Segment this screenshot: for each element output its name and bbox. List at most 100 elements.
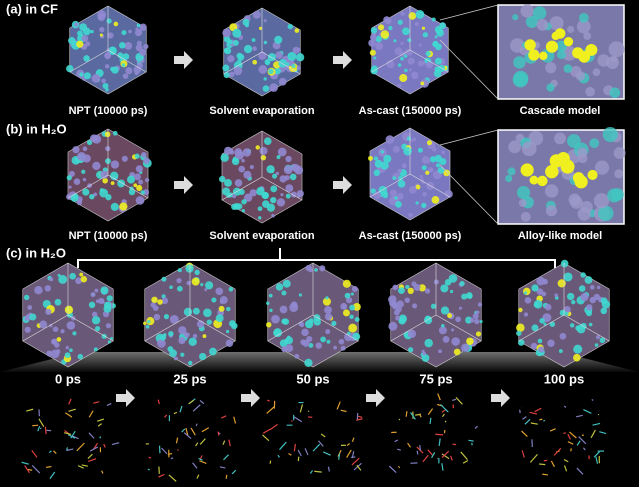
chain-bond <box>563 459 569 463</box>
molecule-blob <box>141 151 147 158</box>
molecule-blob <box>261 191 269 199</box>
molecule-blob <box>443 169 450 177</box>
molecule-blob <box>133 183 138 188</box>
cube-edge <box>369 173 411 198</box>
molecule-blob <box>475 331 482 337</box>
molecule-blob <box>258 216 262 220</box>
zoom-blob <box>532 6 547 20</box>
arrow <box>333 176 352 194</box>
chain-bond <box>53 450 57 455</box>
molecule-blob <box>259 146 268 155</box>
chain-bond <box>398 418 401 421</box>
molecule-blob <box>109 171 119 181</box>
molecule-blob <box>370 65 378 73</box>
molecule-blob <box>104 64 110 69</box>
molecule-blob <box>271 314 280 324</box>
chain-bond <box>269 460 272 464</box>
chain-bond <box>164 414 168 418</box>
molecule-blob <box>296 65 301 71</box>
chain-bond <box>97 423 102 427</box>
molecule-blob <box>430 303 437 309</box>
molecule-blob <box>388 321 398 331</box>
molecule-blob <box>238 188 245 196</box>
caption: NPT (10000 ps) <box>69 230 148 242</box>
molecule-blob <box>291 63 296 69</box>
chain-bond <box>539 463 546 466</box>
molecule-blob <box>173 356 178 361</box>
zoom-blob <box>536 18 549 31</box>
molecule-blob <box>143 321 147 326</box>
molecule-blob <box>243 170 252 179</box>
chain-bond <box>231 469 237 475</box>
chain-bond <box>394 439 399 443</box>
molecule-blob <box>419 174 423 179</box>
molecule-blob <box>101 78 106 84</box>
bracket <box>77 248 556 268</box>
chain-bond <box>76 442 85 452</box>
molecule-blob <box>421 155 430 164</box>
molecule-blob <box>236 52 243 60</box>
molecule-blob <box>351 286 358 292</box>
chain-bond <box>416 450 419 455</box>
molecule-blob <box>226 306 231 312</box>
molecule-blob <box>161 276 167 282</box>
chain-bond <box>198 457 203 461</box>
molecule-blob <box>251 38 256 43</box>
chain-bond <box>266 406 275 414</box>
molecule-blob <box>354 316 360 322</box>
molecule-blob <box>24 326 31 333</box>
molecule-blob <box>571 299 576 305</box>
molecule-blob <box>533 302 539 308</box>
molecule-blob <box>333 345 337 350</box>
molecule-blob <box>106 295 113 302</box>
chain-bond <box>563 465 568 472</box>
chain-bond <box>568 431 577 439</box>
chain-bond <box>157 399 160 405</box>
molecule-blob <box>407 38 412 43</box>
molecule-blob <box>397 168 402 174</box>
molecule-blob <box>347 331 351 336</box>
panel-a-title: (a) in CF <box>6 1 58 16</box>
molecule-blob <box>400 11 405 16</box>
molecule-blob <box>425 51 431 57</box>
chain-bond <box>521 430 528 437</box>
zoom-blob <box>594 160 610 175</box>
molecule-blob <box>541 291 547 297</box>
chain-bond <box>350 456 356 459</box>
molecule-blob <box>269 83 279 92</box>
chain-bond <box>175 437 179 444</box>
chain-bond <box>397 466 401 469</box>
zoom-blob <box>579 12 589 23</box>
molecule-blob <box>324 306 332 314</box>
molecule-blob <box>91 316 101 325</box>
molecule-blob <box>397 63 402 67</box>
molecule-blob <box>102 177 108 184</box>
molecule-blob <box>438 349 442 354</box>
molecule-blob <box>395 315 400 321</box>
molecule-blob <box>135 165 143 173</box>
molecule-blob <box>203 308 212 318</box>
chain-bond <box>68 398 72 405</box>
molecule-blob <box>426 140 432 146</box>
molecule-blob <box>233 40 239 46</box>
molecule-blob <box>68 185 72 189</box>
chain-bond <box>431 452 436 459</box>
chain-bond <box>196 474 200 479</box>
molecule-blob <box>185 264 194 273</box>
molecule-blob <box>223 71 230 79</box>
chain-bond <box>97 418 105 422</box>
chain-bond <box>190 427 196 436</box>
molecule-blob <box>453 348 461 356</box>
molecule-blob <box>578 285 586 292</box>
chain-bond <box>293 443 297 452</box>
cube-edge <box>261 176 303 201</box>
molecule-blob <box>461 343 470 353</box>
molecule-blob <box>412 137 416 142</box>
molecule-blob <box>232 28 242 38</box>
molecule-blob <box>325 296 329 300</box>
molecule-blob <box>543 322 547 326</box>
molecule-blob <box>200 282 204 287</box>
molecule-blob <box>150 302 156 308</box>
molecule-blob <box>106 18 112 24</box>
chain-bond <box>550 460 555 468</box>
